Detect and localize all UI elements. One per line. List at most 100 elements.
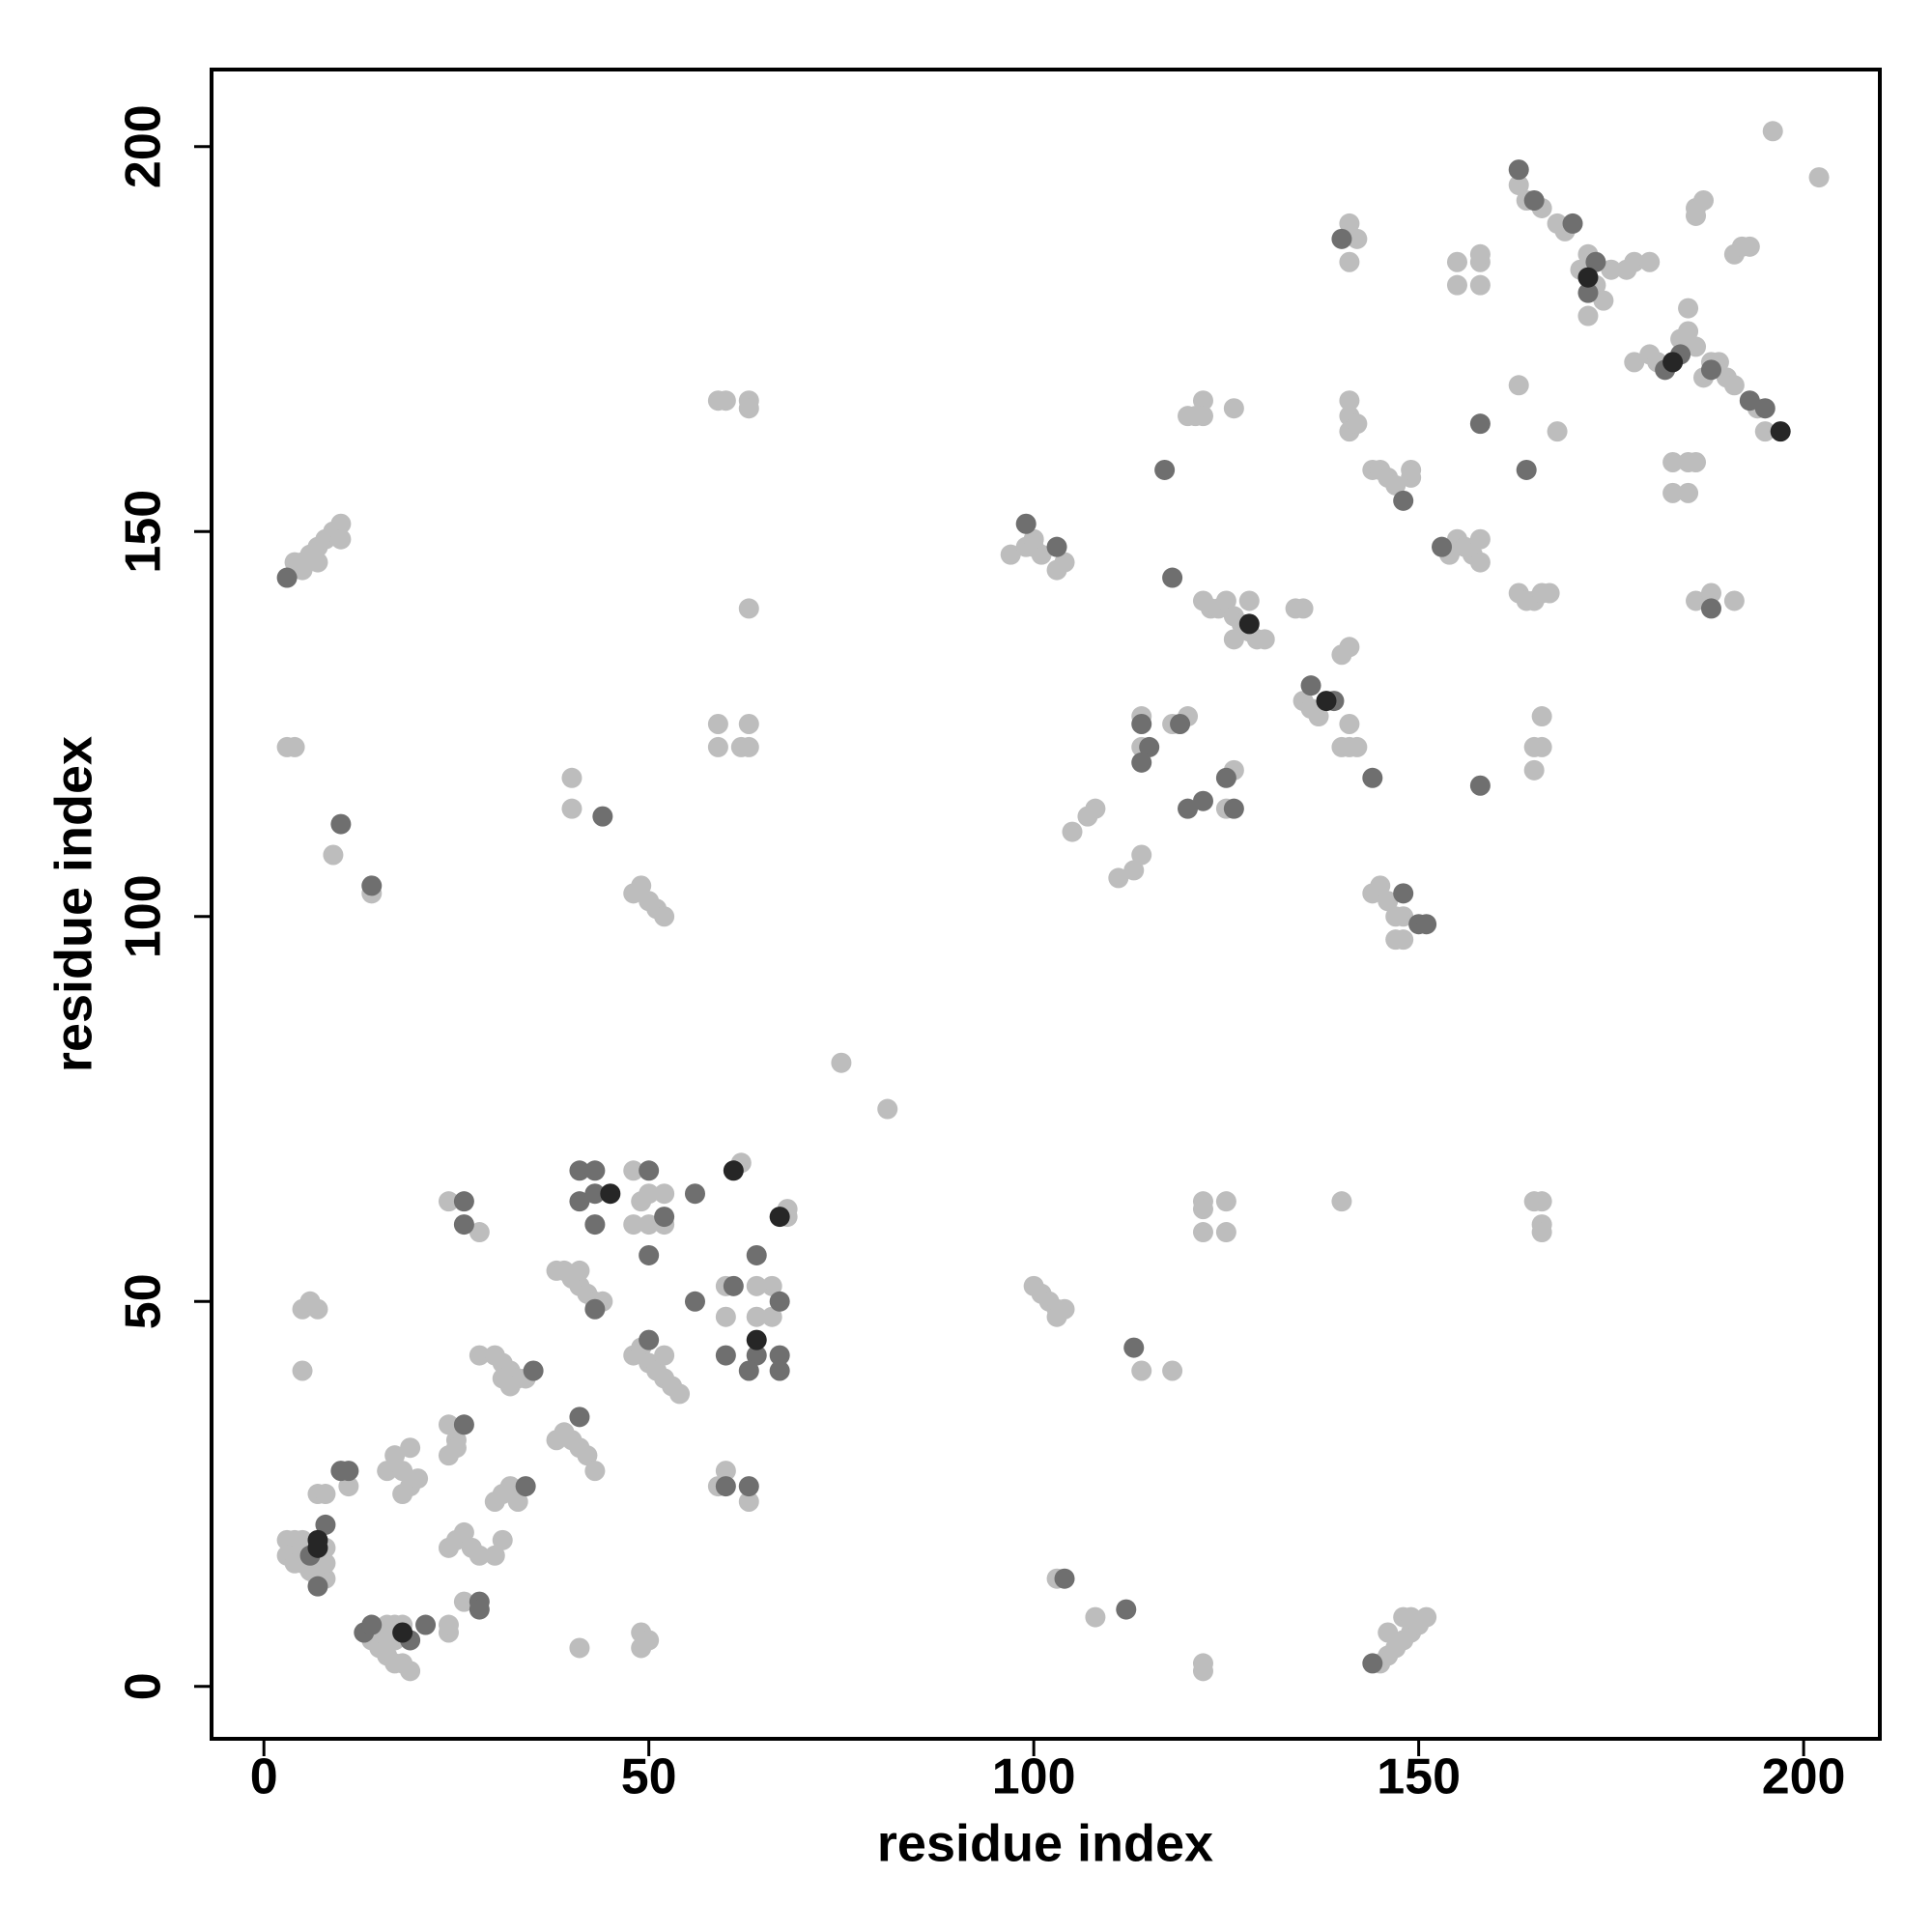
point	[1162, 567, 1183, 588]
point	[723, 1160, 744, 1181]
point	[1662, 451, 1684, 472]
point	[1308, 706, 1329, 727]
point	[330, 513, 352, 534]
point	[1686, 590, 1707, 611]
point	[1678, 298, 1699, 319]
point	[1700, 598, 1721, 619]
point	[584, 1160, 606, 1181]
point	[1215, 767, 1236, 788]
point	[515, 1476, 536, 1497]
point	[1508, 159, 1529, 181]
x-tick-label: 0	[250, 1749, 278, 1805]
point	[1000, 544, 1021, 565]
point	[1347, 413, 1368, 435]
point	[492, 1529, 513, 1550]
point	[1601, 259, 1622, 280]
point	[445, 1437, 467, 1459]
plot-frame	[210, 68, 1882, 1741]
point	[315, 1484, 336, 1505]
point	[1531, 1191, 1552, 1212]
point	[1192, 790, 1213, 811]
point	[1754, 421, 1776, 442]
y-tick-label: 200	[116, 104, 172, 188]
point	[1469, 775, 1491, 796]
point	[400, 1437, 421, 1459]
point	[769, 1360, 790, 1381]
point	[1692, 189, 1714, 211]
point	[623, 1214, 644, 1236]
point	[1339, 713, 1360, 734]
point	[1023, 528, 1044, 550]
point	[1370, 875, 1391, 896]
point	[1347, 228, 1368, 249]
point	[738, 1492, 759, 1513]
point	[1624, 352, 1645, 373]
y-tick-label: 100	[116, 874, 172, 958]
point	[738, 736, 759, 757]
point	[1393, 883, 1414, 904]
point	[1700, 359, 1721, 381]
point	[669, 1383, 691, 1405]
y-tick-label: 50	[116, 1273, 172, 1329]
x-axis-title: residue index	[877, 1814, 1213, 1872]
point	[831, 1052, 852, 1073]
point	[1516, 459, 1537, 480]
point	[577, 1445, 598, 1466]
point	[1401, 1606, 1422, 1628]
point	[569, 1637, 590, 1659]
plot-area	[276, 121, 1830, 1682]
point	[307, 552, 328, 573]
point	[1170, 713, 1191, 734]
point	[639, 1160, 660, 1181]
point	[1432, 536, 1453, 557]
point	[1254, 629, 1275, 650]
point	[1393, 490, 1414, 511]
x-tick-label: 50	[621, 1749, 677, 1805]
point	[738, 1476, 759, 1497]
point	[1678, 482, 1699, 503]
point	[292, 559, 313, 581]
point	[639, 1244, 660, 1265]
point	[707, 713, 728, 734]
point	[1123, 860, 1145, 881]
point	[1385, 474, 1406, 496]
point	[400, 1661, 421, 1682]
point	[654, 1183, 675, 1205]
point	[561, 798, 582, 819]
point	[1123, 1337, 1145, 1358]
point	[361, 1614, 383, 1635]
point	[1416, 914, 1437, 935]
point	[1662, 352, 1684, 373]
point	[684, 1291, 705, 1312]
point	[307, 1537, 328, 1558]
point	[377, 1461, 398, 1482]
point	[469, 1599, 490, 1620]
point	[1723, 375, 1745, 396]
point	[1531, 1222, 1552, 1243]
point	[1739, 390, 1760, 412]
point	[1062, 821, 1083, 842]
point	[584, 1298, 606, 1320]
point	[761, 1275, 782, 1296]
point	[592, 806, 613, 827]
point	[569, 1191, 590, 1212]
point	[438, 1414, 459, 1435]
point	[746, 1329, 767, 1350]
point	[392, 1622, 413, 1643]
point	[1139, 736, 1160, 757]
point	[1131, 713, 1152, 734]
point	[1192, 390, 1213, 412]
point	[769, 1207, 790, 1228]
point	[453, 1591, 474, 1612]
point	[1054, 1568, 1075, 1589]
point	[1331, 1191, 1352, 1212]
point	[523, 1360, 544, 1381]
point	[1223, 798, 1244, 819]
point	[639, 1183, 660, 1205]
point	[1085, 798, 1106, 819]
point	[499, 1376, 521, 1397]
point	[338, 1476, 359, 1497]
point	[292, 1360, 313, 1381]
point	[469, 1545, 490, 1566]
point	[715, 1476, 736, 1497]
